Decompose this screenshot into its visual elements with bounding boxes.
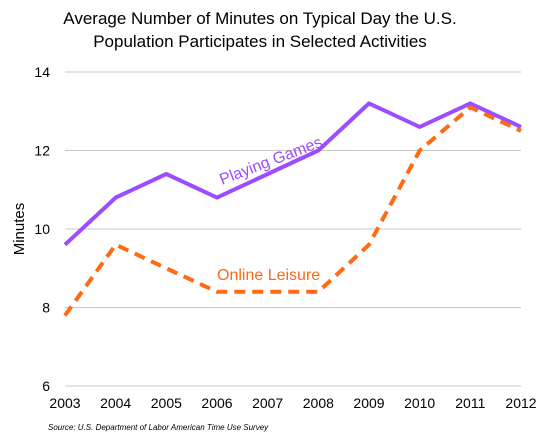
x-tick-label: 2004 [100,395,131,411]
series-lines [63,101,522,317]
y-tick-label: 14 [34,64,50,80]
y-tick-label: 10 [34,221,50,237]
x-tick-label: 2010 [404,395,435,411]
x-tick-label: 2011 [455,395,485,411]
gridlines [65,71,521,387]
y-tick-label: 8 [42,300,50,316]
source-note: Source: U.S. Department of Labor America… [48,423,269,432]
x-tick-label: 2003 [49,395,80,411]
x-tick-label: 2005 [151,395,182,411]
series-line-online-leisure [63,105,522,317]
y-axis-title: Minutes [11,203,28,256]
y-tick-label: 12 [34,143,50,159]
x-tick-label: 2006 [201,395,232,411]
series-line-playing-games [63,101,522,247]
x-axis-ticks: 2003 2004 2005 2006 2007 2008 2009 2010 … [49,395,536,411]
chart-title-line-1: Average Number of Minutes on Typical Day… [63,9,456,28]
series-label-online-leisure: Online Leisure [217,267,320,284]
y-tick-label: 6 [42,378,50,394]
chart-title-line-2: Population Participates in Selected Acti… [93,32,427,51]
x-tick-label: 2008 [303,395,334,411]
x-tick-label: 2009 [353,395,384,411]
x-tick-label: 2007 [252,395,283,411]
y-axis-ticks: 6 8 10 12 14 [34,64,50,394]
series-label-playing-games: Playing Games [217,134,324,189]
x-tick-label: 2012 [505,395,536,411]
